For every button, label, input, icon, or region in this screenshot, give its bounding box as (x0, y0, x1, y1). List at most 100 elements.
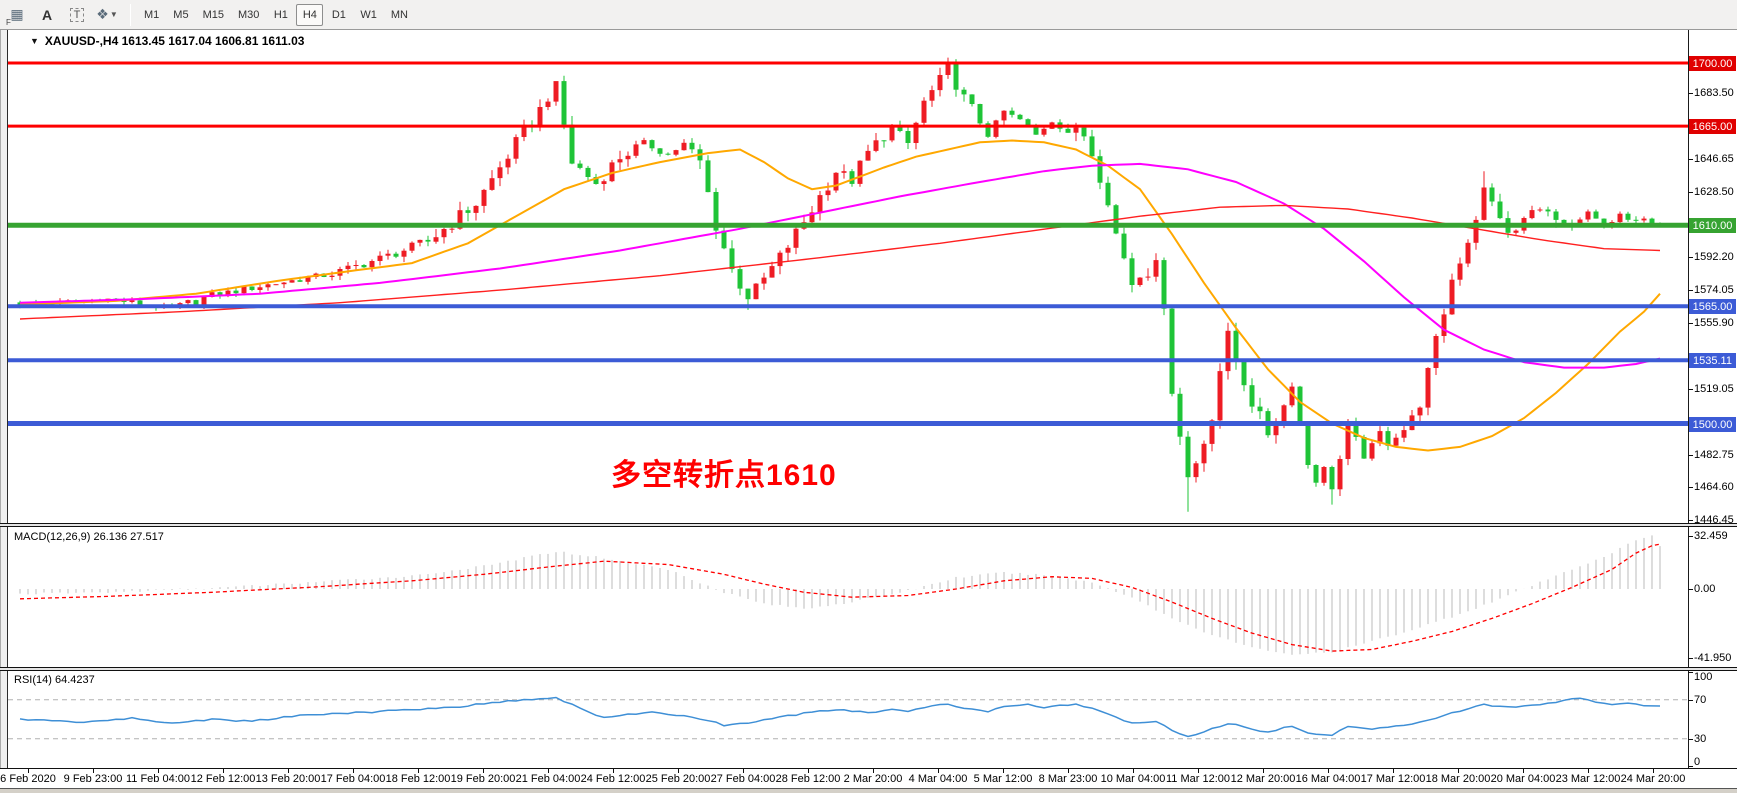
chart-window: ▼ XAUUSD-,H4 1613.45 1617.04 1606.81 161… (0, 30, 1737, 793)
price-axis-label: 1628.50 (1694, 186, 1734, 198)
time-axis-label: 4 Mar 04:00 (908, 773, 968, 785)
time-tick (223, 769, 224, 773)
price-axis-label: 1646.65 (1694, 153, 1734, 165)
timeframe-button-d1[interactable]: D1 (331, 8, 346, 21)
text-box-icon[interactable]: T (64, 3, 90, 27)
time-tick (1588, 769, 1589, 773)
time-tick (873, 769, 874, 773)
price-tick (1688, 487, 1693, 488)
price-tick (1688, 159, 1693, 160)
price-tick (1688, 389, 1693, 390)
price-tick (1688, 93, 1693, 94)
timeframe-button-m15[interactable]: M15 (202, 8, 224, 21)
price-tick (1688, 290, 1693, 291)
timeframe-button-mn[interactable]: MN (390, 8, 408, 21)
price-axis-label: 1592.20 (1694, 251, 1734, 263)
time-tick (1198, 769, 1199, 773)
macd-axis-label: -41.950 (1694, 652, 1732, 664)
macd-label: MACD(12,26,9) 26.136 27.517 (14, 531, 164, 543)
time-axis-label: 11 Feb 04:00 (125, 773, 190, 785)
rsi-tick (1688, 700, 1693, 701)
level-price-badge: 1500.00 (1689, 417, 1736, 432)
time-axis-label: 12 Feb 12:00 (190, 773, 256, 785)
main-chart-area[interactable]: ▼ XAUUSD-,H4 1613.45 1617.04 1606.81 161… (8, 30, 1688, 523)
price-axis-label: 1519.05 (1694, 383, 1734, 395)
macd-tick (1688, 589, 1693, 590)
rsi-axis-label: 0 (1694, 756, 1701, 768)
timeframe-button-group: M1 M5 M15 M30 H1 H4 D1 W1 MN (137, 3, 415, 26)
time-axis-label: 17 Mar 12:00 (1360, 773, 1426, 785)
time-tick (288, 769, 289, 773)
timeframe-button-w1[interactable]: W1 (360, 8, 377, 21)
time-axis-label: 12 Mar 20:00 (1230, 773, 1296, 785)
styles-palette-icon[interactable]: ❖ ▼ (96, 6, 118, 22)
chart-title: ▼ XAUUSD-,H4 1613.45 1617.04 1606.81 161… (30, 34, 304, 48)
level-price-badge: 1565.00 (1689, 299, 1736, 314)
rsi-axis-label: 70 (1694, 694, 1707, 706)
time-tick (1263, 769, 1264, 773)
symbol-dropdown-icon[interactable]: ▼ (30, 36, 39, 46)
macd-tick (1688, 536, 1693, 537)
price-axis-label: 1683.50 (1694, 87, 1734, 99)
macd-plot (19, 535, 1661, 655)
window-bottom-border (0, 788, 1737, 793)
chevron-down-icon: ▼ (109, 10, 118, 19)
label-a-icon[interactable]: A (41, 6, 53, 23)
time-axis-label: 16 Mar 04:00 (1295, 773, 1361, 785)
timeframe-button-m30[interactable]: M30 (237, 8, 260, 21)
time-tick (1653, 769, 1654, 773)
macd-tick (1688, 658, 1693, 659)
time-tick (548, 769, 549, 773)
level-price-badge: 1535.11 (1689, 353, 1736, 368)
time-axis-label: 23 Mar 12:00 (1555, 773, 1621, 785)
time-axis-label: 20 Mar 04:00 (1490, 773, 1556, 785)
rsi-tick (1688, 766, 1693, 767)
timeframe-button-m1[interactable]: M1 (144, 8, 160, 21)
time-tick (28, 769, 29, 773)
time-tick (1133, 769, 1134, 773)
time-tick (483, 769, 484, 773)
price-axis-label: 1555.90 (1694, 317, 1734, 329)
level-price-badge: 1610.00 (1689, 218, 1736, 233)
trend-annotation-text: 多空转折点1610 (611, 459, 837, 492)
time-tick (1393, 769, 1394, 773)
toolbar: ▦ F A T ❖ ▼ M1 M5 M15 M30 H1 H4 D1 W1 MN (0, 0, 1737, 30)
rsi-panel[interactable]: RSI(14) 64.4237 (8, 671, 1688, 768)
time-axis-label: 17 Feb 04:00 (320, 773, 386, 785)
macd-panel[interactable]: MACD(12,26,9) 26.136 27.517 (8, 527, 1688, 667)
price-axis-label: 1574.05 (1694, 284, 1734, 296)
timeframe-button-h4[interactable]: H4 (296, 3, 324, 26)
time-axis-label: 2 Mar 20:00 (843, 773, 903, 785)
time-axis-label: 13 Feb 20:00 (255, 773, 321, 785)
time-tick (1328, 769, 1329, 773)
level-price-badge: 1665.00 (1689, 119, 1736, 134)
time-tick (743, 769, 744, 773)
time-axis-label: 9 Feb 23:00 (63, 773, 123, 785)
price-axis-label: 1464.60 (1694, 481, 1734, 493)
rsi-axis-label: 30 (1694, 733, 1707, 745)
panel-splitter-1[interactable] (0, 523, 1737, 527)
time-axis-label: 27 Feb 04:00 (710, 773, 776, 785)
symbol-ohlc-text: XAUUSD-,H4 1613.45 1617.04 1606.81 1611.… (44, 34, 305, 48)
toolbar-separator (130, 3, 131, 26)
timeframe-button-m5[interactable]: M5 (173, 8, 189, 21)
rsi-tick (1688, 672, 1693, 673)
time-axis-label: 21 Feb 04:00 (515, 773, 581, 785)
time-axis-label: 18 Mar 20:00 (1425, 773, 1491, 785)
price-tick (1688, 192, 1693, 193)
level-price-badge: 1700.00 (1689, 56, 1736, 71)
time-axis-label: 8 Mar 23:00 (1038, 773, 1098, 785)
time-axis-label: 11 Mar 12:00 (1165, 773, 1230, 785)
time-tick (613, 769, 614, 773)
time-axis-label: 6 Feb 2020 (0, 773, 56, 785)
timeframe-button-h1[interactable]: H1 (273, 8, 288, 21)
price-axis-border (1688, 30, 1689, 788)
panel-splitter-2[interactable] (0, 667, 1737, 671)
time-tick (353, 769, 354, 773)
indicator-grid-icon[interactable]: ▦ F (6, 6, 24, 27)
time-axis-label: 18 Feb 12:00 (385, 773, 451, 785)
time-axis-label: 19 Feb 20:00 (450, 773, 516, 785)
time-tick (1458, 769, 1459, 773)
time-tick (1003, 769, 1004, 773)
time-tick (158, 769, 159, 773)
